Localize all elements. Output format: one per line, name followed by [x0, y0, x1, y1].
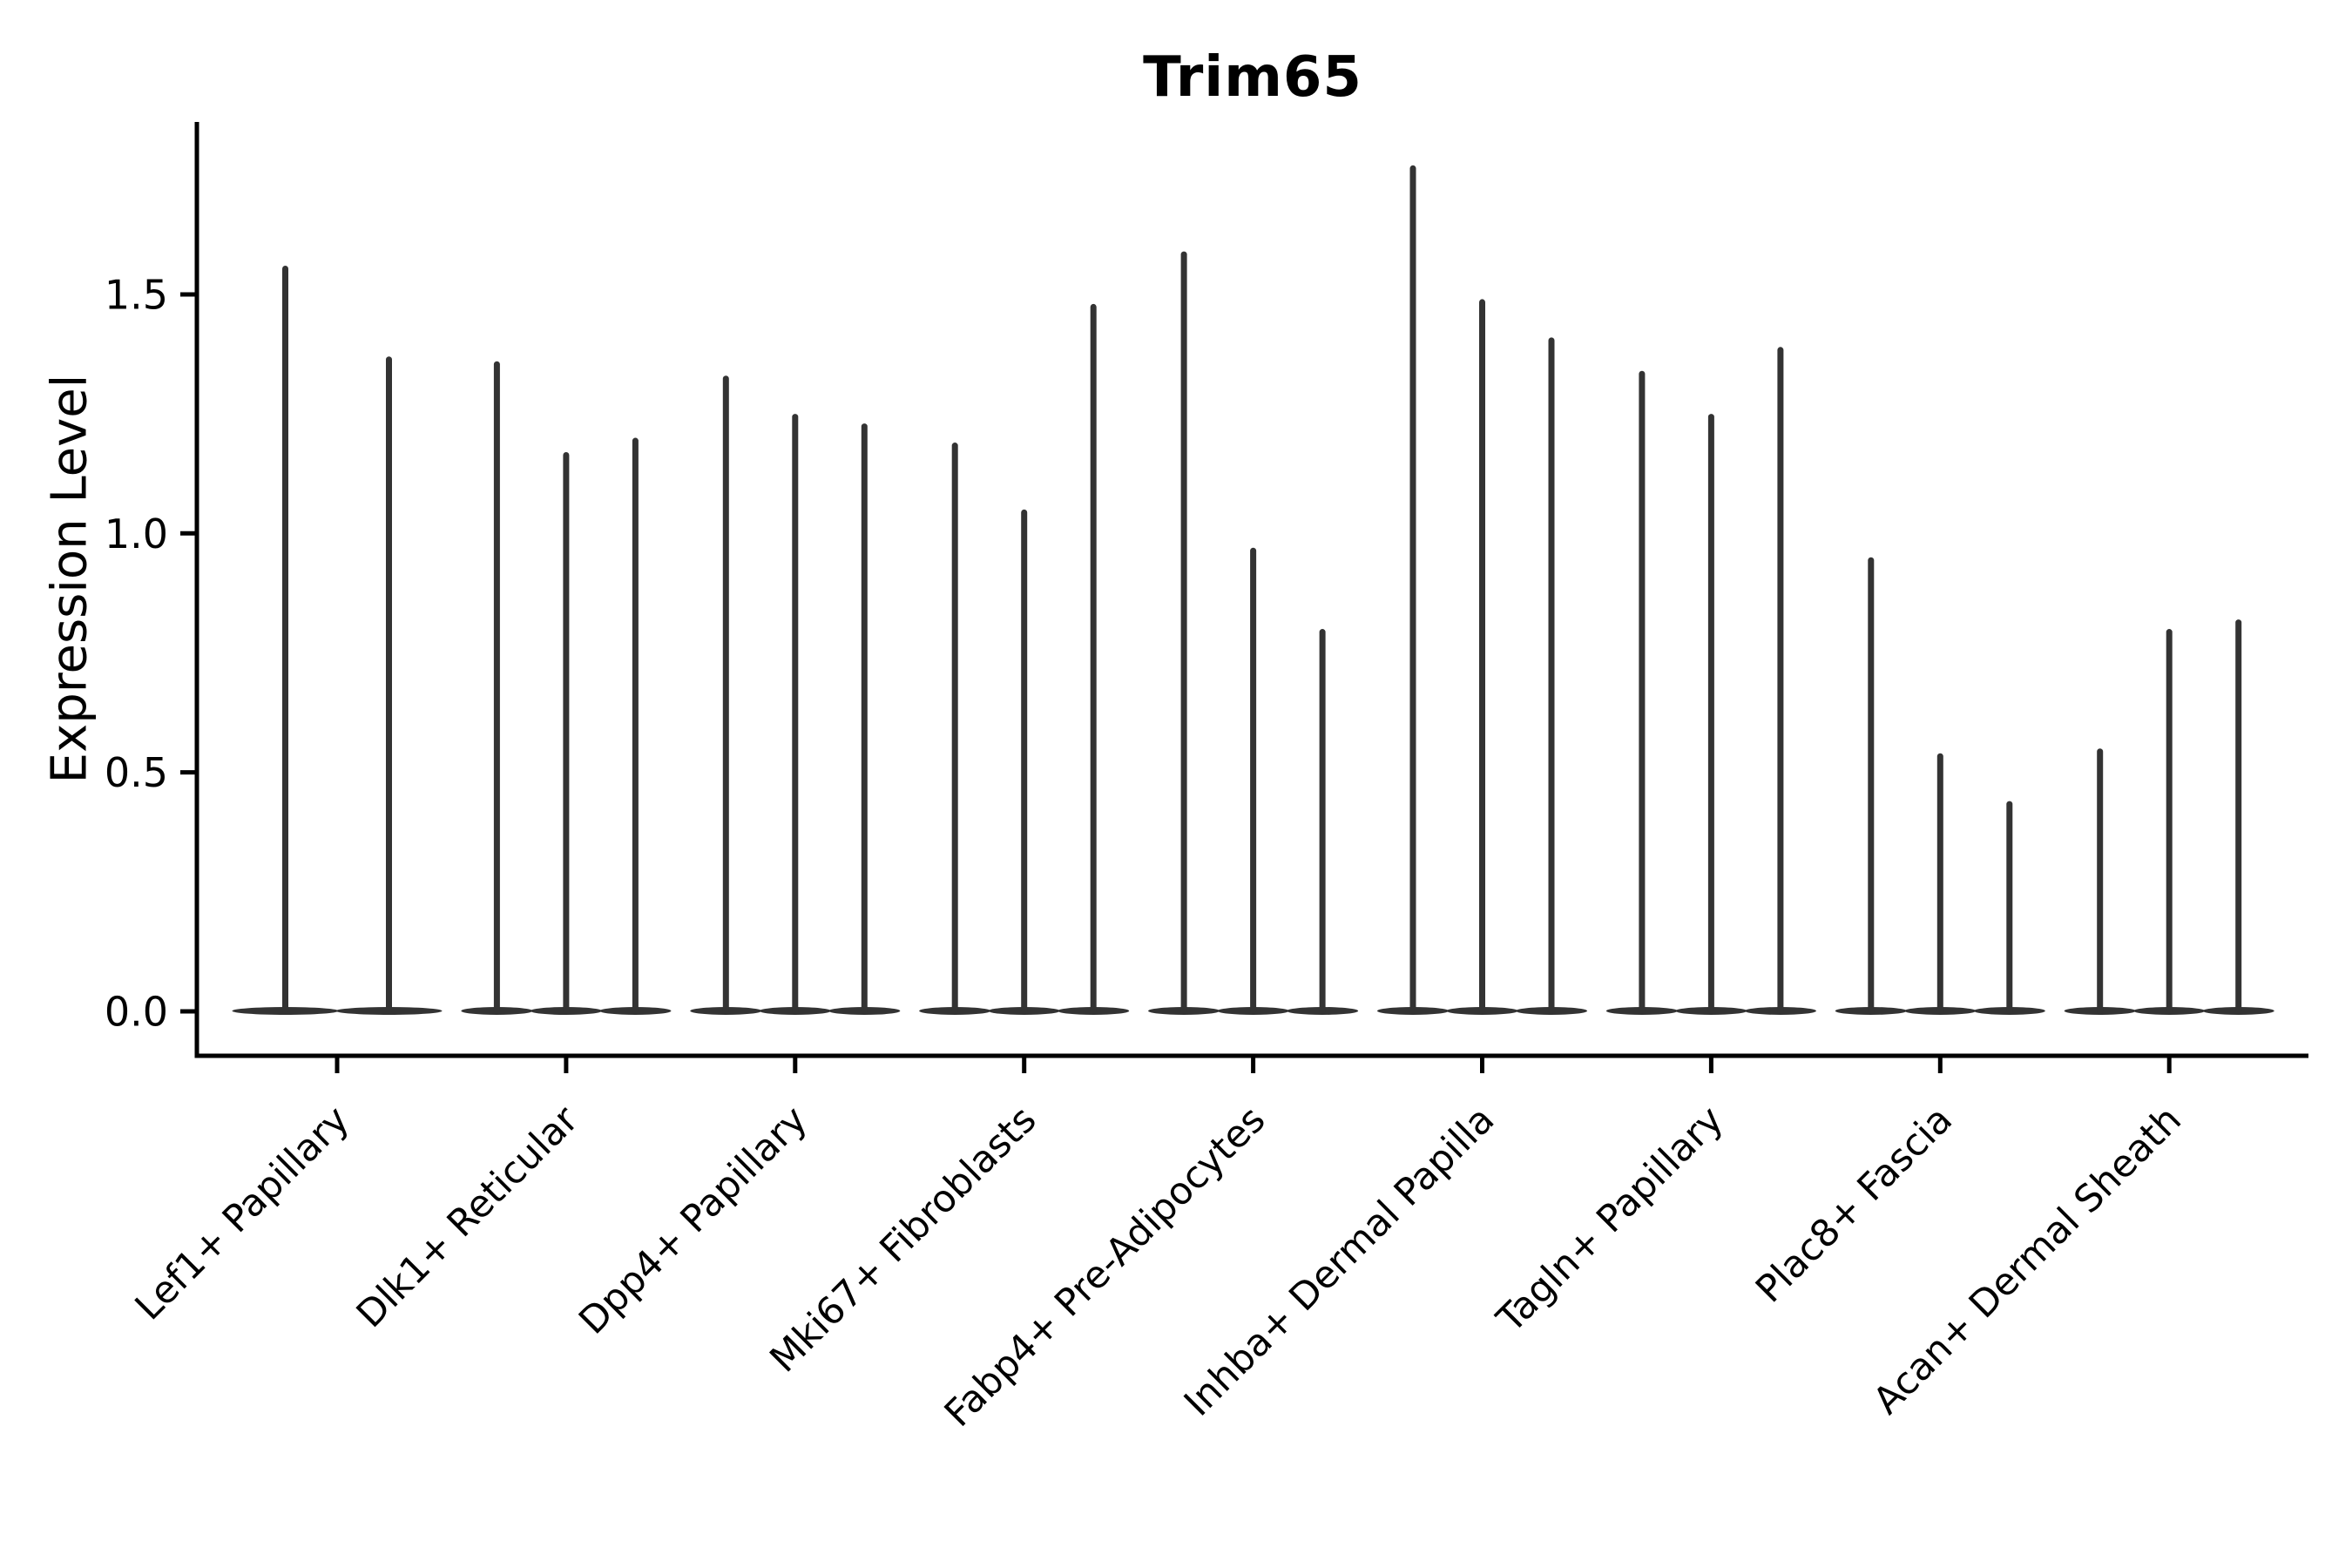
violin-spike [2097, 748, 2104, 1014]
violin-spike [1479, 299, 1485, 1014]
violin-spike [722, 375, 729, 1014]
violin-spike [861, 423, 868, 1014]
x-category-label: Dlk1+ Reticular [348, 1098, 587, 1336]
violin-spike [2006, 801, 2013, 1014]
violin-spike [792, 414, 799, 1014]
violin-spike [1707, 414, 1714, 1014]
violin-spike [563, 452, 570, 1014]
x-category-label: Dpp4+ Papillary [571, 1098, 815, 1342]
y-axis-label: Expression Level [41, 374, 98, 784]
violin-spike [386, 356, 392, 1014]
violin-spike [1548, 337, 1555, 1014]
violin-spike [1868, 557, 1875, 1014]
y-tick-label: 0.5 [105, 749, 168, 796]
chart-title: Trim65 [1143, 45, 1362, 110]
violin-spike [2166, 629, 2173, 1014]
violin-spike [282, 266, 288, 1014]
violin-spike [1319, 629, 1326, 1014]
violin-spike [1409, 165, 1416, 1014]
violin-spike [493, 361, 500, 1014]
violin-spike [1639, 370, 1646, 1014]
violin-spike [632, 437, 639, 1014]
x-category-label: Tagln+ Papillary [1488, 1098, 1732, 1342]
y-tick-label: 1.0 [105, 510, 168, 558]
x-category-label: Lef1+ Papillary [127, 1098, 358, 1328]
violin-spike [1250, 547, 1257, 1014]
x-category-label: Plac8+ Fascia [1747, 1098, 1961, 1311]
violin-spike [1021, 509, 1028, 1014]
violin-spike [1090, 303, 1097, 1014]
violin-spike [2235, 619, 2242, 1014]
violin-spike [951, 443, 958, 1014]
y-tick-label: 0.0 [105, 989, 168, 1036]
y-tick-label: 1.5 [105, 272, 168, 319]
violin-spike [1180, 251, 1187, 1014]
violin-spike [1936, 753, 1943, 1014]
violin-spike [1777, 347, 1784, 1014]
